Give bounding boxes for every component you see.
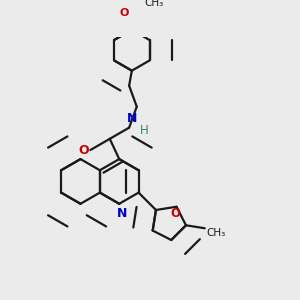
Text: O: O (120, 8, 129, 18)
Text: N: N (117, 207, 127, 220)
Text: O: O (170, 207, 180, 220)
Text: CH₃: CH₃ (206, 228, 225, 238)
Text: O: O (78, 143, 89, 157)
Text: CH₃: CH₃ (144, 0, 164, 8)
Text: N: N (127, 112, 137, 125)
Text: H: H (140, 124, 148, 137)
